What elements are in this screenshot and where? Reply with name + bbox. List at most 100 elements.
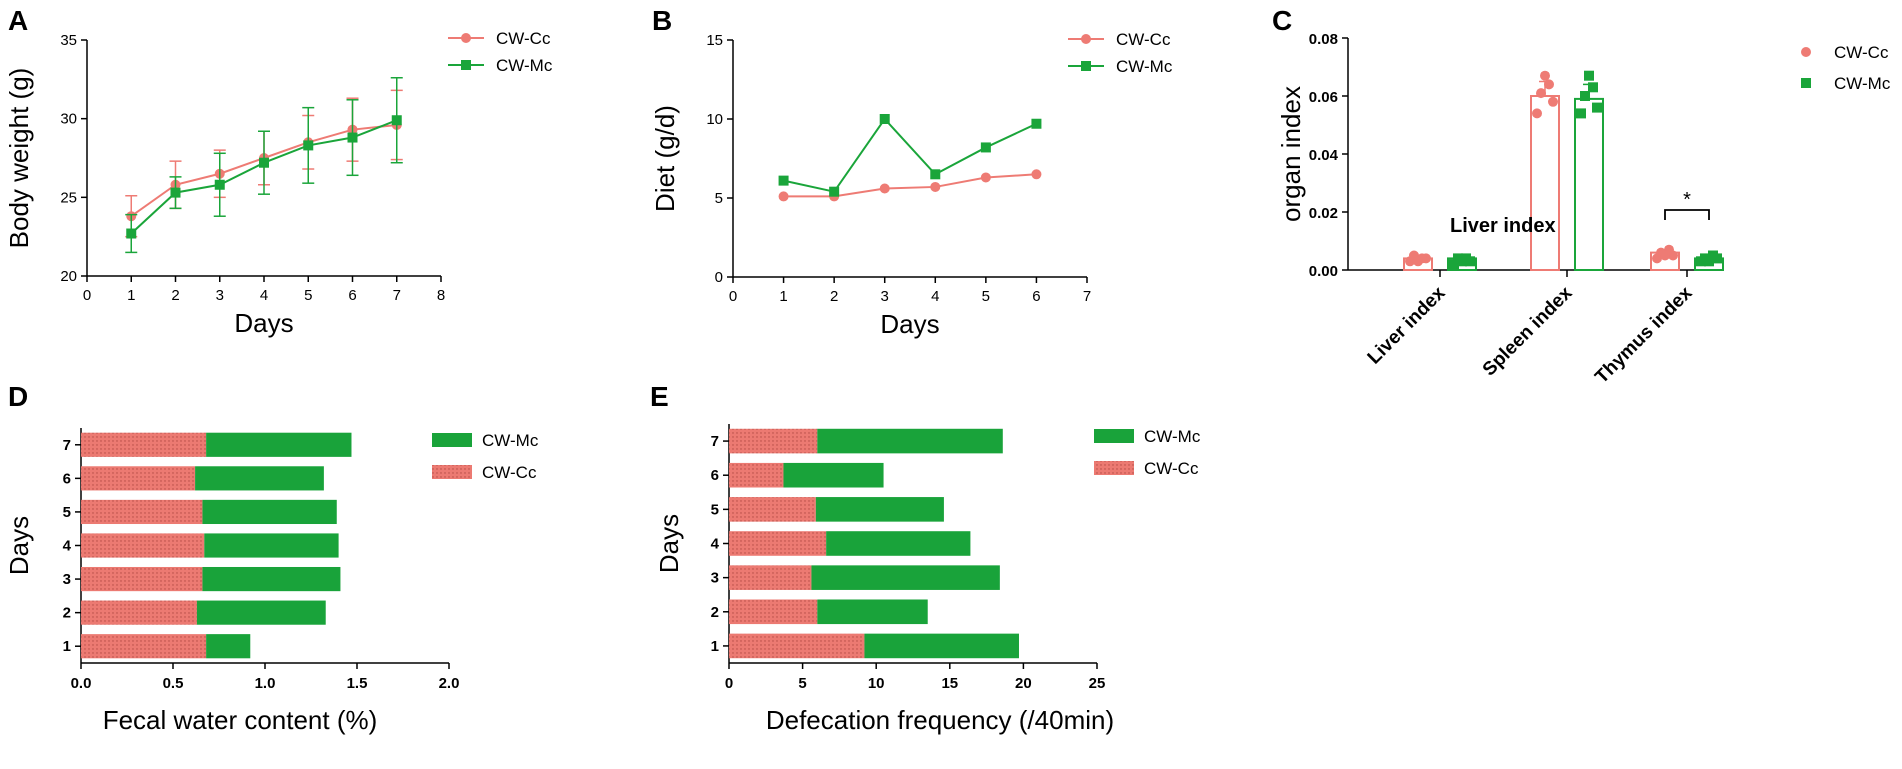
bar-cw-mc <box>202 566 341 592</box>
x-tick-label: 0 <box>83 287 91 304</box>
data-point <box>930 181 941 192</box>
y-tick-label: 0.02 <box>1309 205 1338 222</box>
data-point <box>1584 70 1594 81</box>
data-point <box>1031 169 1042 180</box>
data-point <box>980 142 991 153</box>
data-point <box>391 115 402 126</box>
bar-cw-cc <box>81 499 203 525</box>
data-point <box>1708 250 1718 261</box>
data-point <box>1449 259 1459 270</box>
x-tick-label: 2 <box>830 288 838 305</box>
legend-label: CW-Cc <box>1144 459 1199 478</box>
bar-cw-mc <box>1694 250 1724 271</box>
y-tick-label: 30 <box>60 111 77 128</box>
y-tick-label: 6 <box>63 470 71 487</box>
x-tick-label: 3 <box>216 287 224 304</box>
y-tick-label: 0.06 <box>1309 89 1338 106</box>
legend-label: CW-Cc <box>482 463 537 482</box>
bar-cw-cc <box>729 428 818 454</box>
bar-cw-mc <box>817 599 928 625</box>
legend-swatch <box>1094 429 1134 443</box>
series-line <box>783 173 1037 198</box>
bar-cw-cc <box>81 466 196 491</box>
y-tick-label: 25 <box>60 189 77 206</box>
bar-cw-mc <box>1447 253 1477 271</box>
y-tick-label: 5 <box>715 190 723 207</box>
x-tick-label: 5 <box>304 287 312 304</box>
panel-label: D <box>8 381 28 412</box>
legend-label: CW-Mc <box>482 431 539 450</box>
y-tick-label: 0.08 <box>1309 31 1338 48</box>
data-point <box>1544 79 1554 90</box>
bar-cw-mc <box>817 428 1003 454</box>
y-tick-label: 3 <box>63 571 71 588</box>
data-point <box>1576 108 1586 119</box>
x-tick-label: 7 <box>1083 288 1091 305</box>
legend-label: CW-Mc <box>496 56 553 75</box>
data-point <box>778 175 789 186</box>
data-point <box>1457 256 1467 267</box>
bar-cw-cc <box>81 432 207 457</box>
data-point <box>214 179 225 190</box>
x-tick-label: Spleen index <box>1479 282 1577 380</box>
legend-marker <box>1081 34 1091 44</box>
bar-cw-cc <box>81 533 205 558</box>
legend-label: CW-Mc <box>1834 74 1891 93</box>
y-axis-title: Diet (g/d) <box>650 105 680 212</box>
legend-label: CW-Cc <box>1116 30 1171 49</box>
bar-cw-mc <box>206 432 352 457</box>
data-point <box>1588 82 1598 93</box>
y-axis-title: Body weight (g) <box>4 68 34 249</box>
y-tick-label: 4 <box>63 538 72 555</box>
x-axis-title: Defecation frequency (/40min) <box>766 705 1114 735</box>
data-point <box>879 183 890 194</box>
data-point <box>930 169 941 180</box>
bar-cw-mc <box>195 466 324 491</box>
legend-marker <box>461 60 471 70</box>
bar <box>1530 95 1560 271</box>
x-tick-label: 6 <box>348 287 356 304</box>
x-axis-title: Fecal water content (%) <box>103 705 378 735</box>
x-tick-label: 7 <box>393 287 401 304</box>
y-tick-label: 5 <box>63 504 71 521</box>
y-tick-label: 0.00 <box>1309 263 1338 280</box>
bar-cw-mc <box>783 462 884 488</box>
bar-cw-mc <box>202 499 337 525</box>
x-tick-label: 0 <box>729 288 737 305</box>
bar-cw-mc <box>811 565 1000 590</box>
series-cw-cc <box>778 169 1042 202</box>
y-tick-label: 2 <box>711 604 719 621</box>
x-tick-label: 5 <box>982 288 990 305</box>
bar-cw-mc <box>864 633 1019 659</box>
data-point <box>126 228 137 239</box>
bar-cw-cc <box>729 565 812 590</box>
legend-label: CW-Mc <box>1116 57 1173 76</box>
x-tick-label: 1 <box>127 287 135 304</box>
x-tick-label: 0.5 <box>163 675 184 692</box>
bar-cw-cc <box>729 462 784 488</box>
x-tick-label: 8 <box>437 287 445 304</box>
bar-cw-mc <box>826 531 971 556</box>
data-point <box>303 140 314 151</box>
legend-label: CW-Cc <box>1834 43 1889 62</box>
y-tick-label: 20 <box>60 268 77 285</box>
data-point <box>1592 102 1602 113</box>
bar-cw-mc <box>1574 70 1604 272</box>
data-point <box>980 172 991 183</box>
series-line <box>783 117 1037 193</box>
annotation: Liver index <box>1450 215 1556 237</box>
data-point <box>170 187 181 198</box>
data-point <box>1704 256 1714 267</box>
data-point <box>1031 118 1042 129</box>
data-point <box>1660 250 1670 261</box>
bar-cw-cc <box>81 600 197 625</box>
x-tick-label: 15 <box>941 675 958 692</box>
x-tick-label: 3 <box>881 288 889 305</box>
bar-cw-cc <box>1650 244 1680 272</box>
x-tick-label: Liver index <box>1364 282 1450 368</box>
panel-label: C <box>1272 5 1292 36</box>
bar-cw-mc <box>206 634 251 659</box>
significance-bracket <box>1664 209 1710 220</box>
legend-marker <box>1801 78 1811 88</box>
